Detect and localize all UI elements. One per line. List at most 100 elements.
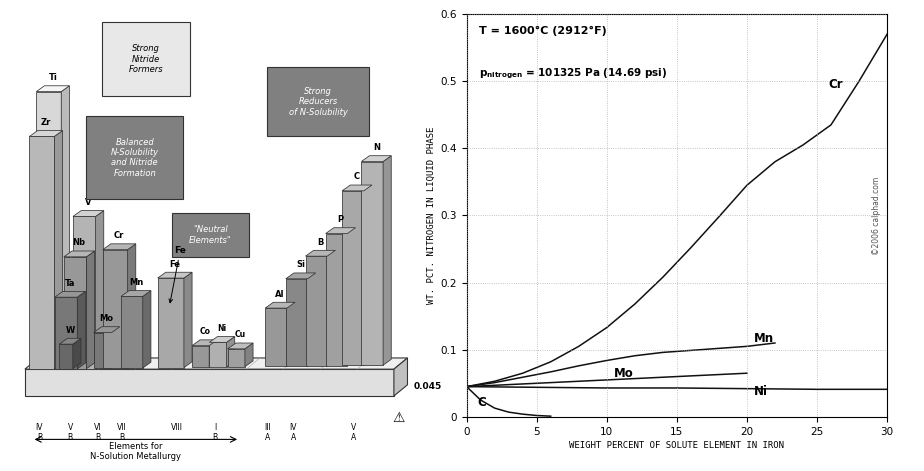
Polygon shape — [59, 338, 81, 344]
Polygon shape — [265, 302, 295, 308]
Polygon shape — [306, 256, 327, 366]
Polygon shape — [121, 291, 151, 296]
Polygon shape — [121, 296, 143, 368]
Text: Cr: Cr — [114, 231, 125, 240]
Text: "Neutral
Elements": "Neutral Elements" — [189, 225, 232, 244]
Y-axis label: WT. PCT. NITROGEN IN LIQUID PHASE: WT. PCT. NITROGEN IN LIQUID PHASE — [427, 127, 436, 304]
Polygon shape — [287, 302, 295, 366]
Text: ©2006 calphad.com: ©2006 calphad.com — [871, 176, 881, 255]
Text: Elements for
N-Solution Metallurgy: Elements for N-Solution Metallurgy — [91, 442, 181, 461]
Polygon shape — [184, 272, 192, 367]
Text: VI
B: VI B — [93, 423, 101, 442]
Polygon shape — [93, 333, 112, 368]
Text: V
A: V A — [350, 423, 356, 442]
Polygon shape — [103, 244, 136, 250]
Polygon shape — [55, 130, 63, 369]
FancyBboxPatch shape — [172, 212, 249, 257]
Text: VIII: VIII — [171, 423, 183, 432]
Polygon shape — [158, 272, 192, 278]
Polygon shape — [342, 185, 372, 191]
Text: Balanced
N-Solubility
and Nitride
Formation: Balanced N-Solubility and Nitride Format… — [111, 138, 159, 178]
Polygon shape — [327, 251, 335, 366]
FancyBboxPatch shape — [86, 116, 183, 199]
Text: ⚠: ⚠ — [392, 411, 405, 425]
Text: Mn: Mn — [128, 278, 143, 287]
Polygon shape — [73, 217, 95, 369]
Text: IV
A: IV A — [289, 423, 298, 442]
Text: Ni: Ni — [754, 385, 768, 398]
Text: T = 1600°C (2912°F): T = 1600°C (2912°F) — [480, 26, 607, 36]
Polygon shape — [210, 336, 235, 342]
Polygon shape — [394, 358, 407, 396]
Text: Ni: Ni — [217, 324, 226, 333]
Polygon shape — [36, 91, 61, 369]
Text: Ta: Ta — [65, 279, 75, 288]
Text: Co: Co — [200, 327, 210, 336]
Polygon shape — [342, 191, 364, 365]
Text: Cr: Cr — [828, 78, 843, 91]
Text: C: C — [478, 396, 487, 409]
Text: Si: Si — [297, 260, 305, 269]
Text: Mn: Mn — [754, 333, 774, 345]
Text: Nb: Nb — [73, 238, 86, 247]
Polygon shape — [227, 349, 245, 367]
Text: VII
B: VII B — [116, 423, 127, 442]
Text: Cu: Cu — [235, 331, 246, 340]
Polygon shape — [227, 343, 253, 349]
FancyBboxPatch shape — [102, 22, 190, 96]
Text: Fe: Fe — [169, 246, 187, 303]
Polygon shape — [210, 342, 226, 367]
Polygon shape — [55, 292, 85, 297]
Polygon shape — [87, 251, 94, 369]
Text: Mo: Mo — [100, 314, 114, 323]
Polygon shape — [325, 234, 347, 365]
X-axis label: WEIGHT PERCENT OF SOLUTE ELEMENT IN IRON: WEIGHT PERCENT OF SOLUTE ELEMENT IN IRON — [569, 441, 784, 450]
Polygon shape — [103, 250, 128, 368]
Polygon shape — [55, 297, 78, 369]
Text: Strong
Reducers
of N-Solubility: Strong Reducers of N-Solubility — [288, 87, 347, 117]
Polygon shape — [59, 344, 73, 369]
Polygon shape — [73, 338, 81, 369]
Polygon shape — [325, 227, 356, 234]
Polygon shape — [158, 278, 184, 367]
Polygon shape — [192, 340, 217, 346]
Text: B: B — [317, 238, 323, 247]
Text: Al: Al — [275, 290, 285, 299]
Polygon shape — [347, 227, 356, 365]
Text: IV
B: IV B — [36, 423, 43, 442]
Polygon shape — [308, 273, 316, 366]
Text: C: C — [354, 172, 360, 181]
Text: N: N — [372, 143, 380, 152]
Text: Ti: Ti — [48, 73, 57, 82]
Text: $\mathbf{p}_{\mathbf{nitrogen}}$ = 101325 Pa (14.69 psi): $\mathbf{p}_{\mathbf{nitrogen}}$ = 10132… — [480, 66, 667, 81]
Polygon shape — [30, 137, 55, 369]
Polygon shape — [64, 257, 87, 369]
Text: Fe: Fe — [169, 260, 180, 268]
Polygon shape — [361, 156, 391, 162]
Polygon shape — [64, 251, 94, 257]
Polygon shape — [112, 327, 120, 368]
Text: W: W — [66, 326, 75, 335]
Polygon shape — [128, 244, 136, 368]
Polygon shape — [265, 308, 287, 366]
FancyBboxPatch shape — [267, 67, 369, 137]
Text: 0.045: 0.045 — [413, 382, 442, 391]
Polygon shape — [361, 162, 383, 365]
Text: Mo: Mo — [614, 366, 634, 380]
Polygon shape — [383, 156, 391, 365]
Polygon shape — [73, 211, 103, 217]
Polygon shape — [226, 336, 235, 367]
Text: Zr: Zr — [41, 118, 51, 127]
Polygon shape — [78, 292, 85, 369]
Text: P: P — [337, 215, 344, 224]
Polygon shape — [30, 130, 63, 137]
Text: Strong
Nitride
Formers: Strong Nitride Formers — [128, 44, 164, 74]
Polygon shape — [364, 185, 372, 365]
Polygon shape — [93, 327, 120, 333]
Polygon shape — [25, 358, 407, 369]
Polygon shape — [61, 86, 69, 369]
Text: V
B: V B — [67, 423, 73, 442]
Polygon shape — [25, 369, 394, 396]
Polygon shape — [245, 343, 253, 367]
Text: I
B: I B — [213, 423, 218, 442]
